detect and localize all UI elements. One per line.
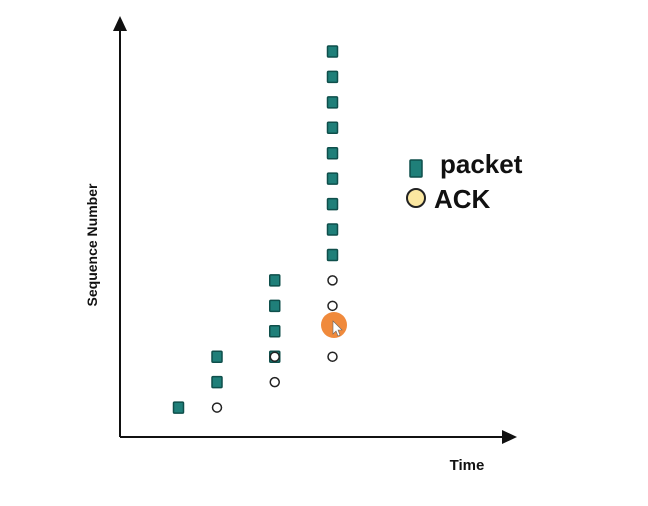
ack-marker (327, 275, 338, 286)
x-axis-label: Time (450, 457, 485, 474)
legend-item-ack: ACK (406, 184, 491, 214)
legend-ack-label: ACK (434, 184, 491, 214)
series-packet (172, 45, 339, 414)
packet-marker (269, 325, 281, 338)
cursor-pointer-icon (332, 320, 343, 337)
ack-marker (327, 300, 338, 312)
mouse-cursor-highlight (321, 312, 347, 338)
legend-ack-swatch (406, 188, 426, 208)
packet-marker (326, 223, 339, 236)
packet-marker (326, 45, 339, 58)
packet-marker (326, 172, 339, 185)
y-axis-arrow (113, 16, 127, 31)
packet-marker (172, 401, 185, 414)
plot-marks (172, 45, 339, 414)
ack-marker (327, 351, 338, 362)
packet-marker (211, 350, 223, 363)
ack-marker (269, 351, 280, 362)
legend-item-packet: packet (409, 149, 523, 179)
series-ack (211, 275, 338, 413)
packet-marker (326, 70, 339, 84)
ack-marker (269, 376, 280, 388)
legend-packet-label: packet (440, 149, 523, 179)
ack-marker (211, 402, 223, 413)
packet-marker (211, 375, 223, 389)
packet-marker (269, 299, 281, 313)
packet-marker (269, 274, 281, 287)
x-axis-arrow (502, 430, 517, 444)
packet-marker (326, 121, 339, 134)
packet-marker (326, 248, 339, 262)
packet-marker (326, 96, 339, 109)
y-axis-label: Sequence Number (84, 183, 100, 306)
packet-marker (326, 197, 339, 211)
packet-marker (326, 146, 339, 160)
axes (113, 16, 517, 444)
legend: packet ACK (406, 149, 523, 214)
legend-packet-swatch (409, 159, 423, 178)
